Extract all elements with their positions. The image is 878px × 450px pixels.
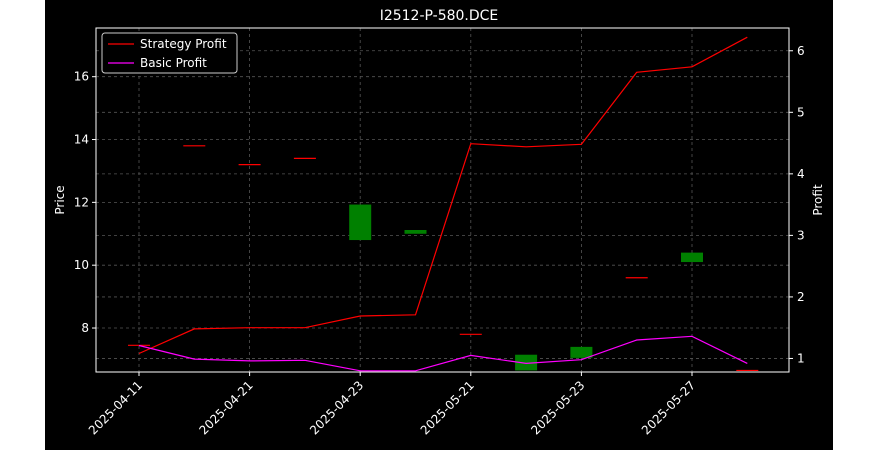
figure-background <box>45 0 833 450</box>
chart-title: I2512-P-580.DCE <box>380 8 499 24</box>
candle-body <box>681 252 703 263</box>
y-tick-label: 14 <box>74 133 89 147</box>
y-tick-label: 16 <box>74 70 89 84</box>
candle-body <box>515 354 538 371</box>
candles-layer <box>128 145 759 372</box>
y-axis-label: Price <box>53 185 67 214</box>
legend-label-basic: Basic Profit <box>140 56 207 70</box>
candle-body <box>349 204 372 241</box>
y2-axis-label: Profit <box>811 184 825 216</box>
y2-tick-label: 6 <box>797 44 805 58</box>
y2-tick-label: 2 <box>797 290 805 304</box>
series-line <box>138 36 748 355</box>
candle-body <box>404 230 427 234</box>
legend-label-strategy: Strategy Profit <box>140 37 227 51</box>
y2-tick-label: 4 <box>797 167 805 181</box>
y-tick-label: 10 <box>74 258 89 272</box>
candle-body <box>570 346 593 358</box>
y2-tick-label: 1 <box>797 351 805 365</box>
series-line <box>138 335 748 372</box>
y2-tick-label: 5 <box>797 105 805 119</box>
legend-box <box>101 32 238 74</box>
y-tick-label: 8 <box>81 321 89 335</box>
legend: Strategy Profit Basic Profit <box>101 32 238 74</box>
series-layer <box>138 36 748 372</box>
y2-tick-label: 3 <box>797 228 805 242</box>
plot-frame <box>95 27 790 373</box>
y-tick-label: 12 <box>74 195 89 209</box>
